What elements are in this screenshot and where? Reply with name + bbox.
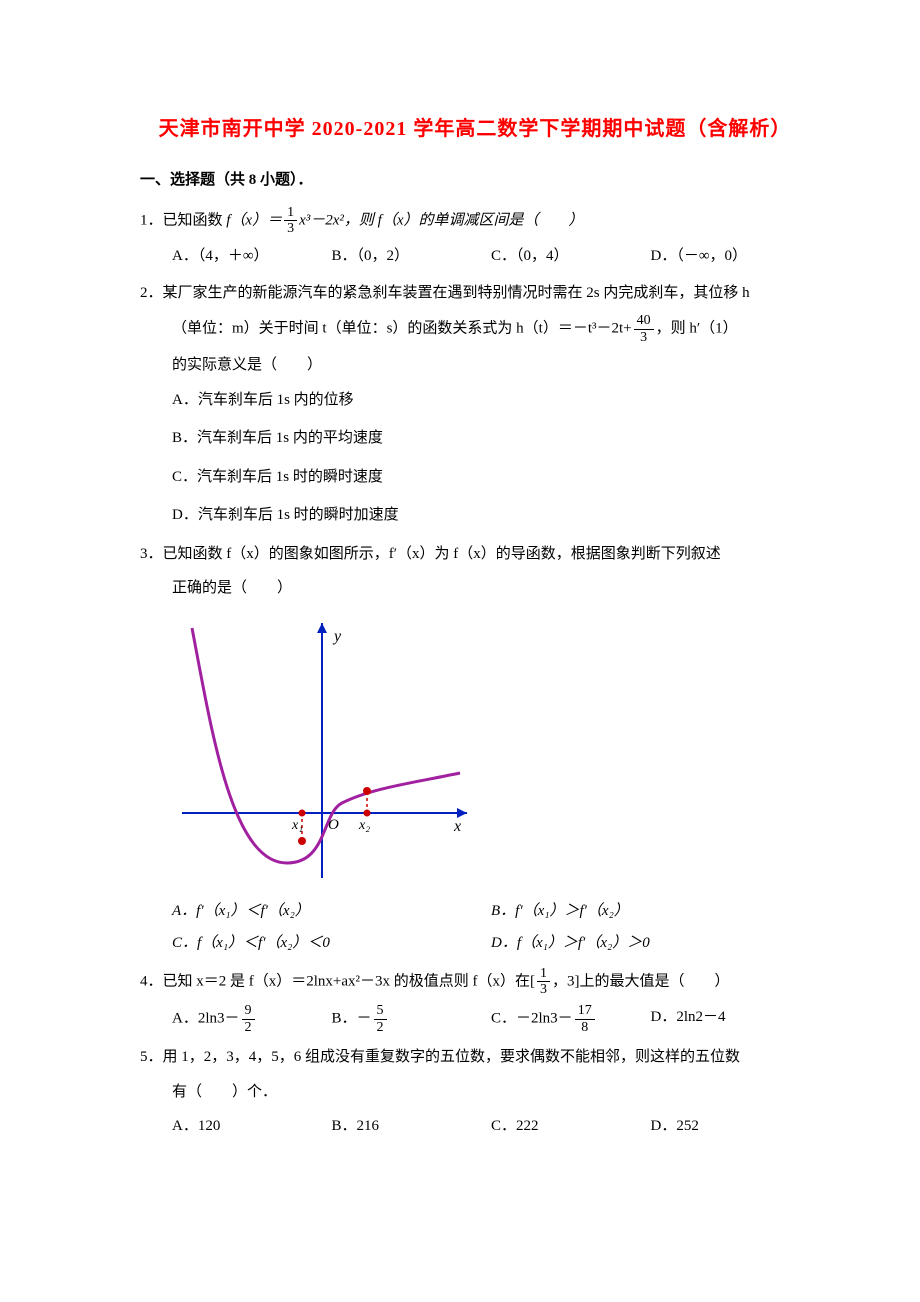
point-x2 [363,787,371,795]
q1-choices: A．（4，＋∞） B．（0，2） C．（0，4） D．（－∞，0） [140,242,810,271]
q2-line2a: （单位：m）关于时间 t（单位：s）的函数关系式为 h（t）＝－t³－2t+ [172,321,632,337]
q2-choice-c: C．汽车刹车后 1s 时的瞬时速度 [140,463,810,492]
q3-graph: y x O x₁ x₂ [140,613,810,883]
q4-b-num: 5 [374,1003,387,1019]
q1-stem: 1．已知函数 f（x）＝13x³－2x²，则 f（x）的单调减区间是（ ） [140,205,810,237]
q4-b-pre: B．－ [332,1011,372,1027]
question-3: 3．已知函数 f（x）的图象如图所示，f′（x）为 f（x）的导函数，根据图象判… [140,540,810,958]
q1-choice-a: A．（4，＋∞） [172,242,332,271]
q5-choice-d: D．252 [651,1112,811,1141]
q2-line3: 的实际意义是（ ） [140,351,810,380]
q1-frac-num: 1 [284,205,297,221]
q1-frac-den: 3 [284,221,297,236]
q1-frac: 13 [284,205,297,237]
q5-line2: 有（ ）个． [140,1078,810,1107]
q5-choice-b: B．216 [332,1112,492,1141]
q4-choice-d: D．2ln2－4 [651,1003,811,1035]
q3-choice-d: D．f（x₁）＞f′（x₂）＞0 [491,929,810,958]
y-label: y [332,628,342,645]
page-title: 天津市南开中学 2020-2021 学年高二数学下学期期中试题（含解析） [140,110,810,148]
q2-choice-a: A．汽车刹车后 1s 内的位移 [140,386,810,415]
q4-a-den: 2 [242,1020,255,1035]
q3-choice-b: B．f′（x₁）＞f′（x₂） [491,897,810,926]
q2-frac-num: 40 [634,313,654,329]
q2-choice-b: B．汽车刹车后 1s 内的平均速度 [140,424,810,453]
q5-choice-c: C．222 [491,1112,651,1141]
q4-c-den: 8 [575,1020,595,1035]
q4-b-den: 2 [374,1020,387,1035]
x-label: x [453,818,461,835]
q3-choice-c: C．f（x₁）＜f′（x₂）＜0 [172,929,491,958]
point-x1 [298,837,306,845]
q4-stem2: ，3]上的最大值是（ ） [552,973,730,989]
q4-stem1: 4．已知 x＝2 是 f（x）＝2lnx+ax²－3x 的极值点则 f（x）在[ [140,973,535,989]
question-4: 4．已知 x＝2 是 f（x）＝2lnx+ax²－3x 的极值点则 f（x）在[… [140,966,810,1036]
question-1: 1．已知函数 f（x）＝13x³－2x²，则 f（x）的单调减区间是（ ） A．… [140,205,810,271]
q1-choice-d: D．（－∞，0） [651,242,811,271]
q3-choices-row1: A．f′（x₁）＜f′（x₂） B．f′（x₁）＞f′（x₂） [140,897,810,926]
q4-frac1-den: 3 [537,982,550,997]
q2-frac: 403 [634,313,654,345]
q2-line1: 2．某厂家生产的新能源汽车的紧急刹车装置在遇到特别情况时需在 2s 内完成刹车，… [140,279,810,308]
q1-stem-a: 1．已知函数 [140,212,223,228]
function-graph: y x O x₁ x₂ [172,613,482,883]
q5-choices: A．120 B．216 C．222 D．252 [140,1112,810,1141]
q4-c-pre: C．－2ln3－ [491,1011,573,1027]
q3-choices-row2: C．f（x₁）＜f′（x₂）＜0 D．f（x₁）＞f′（x₂）＞0 [140,929,810,958]
q1-choice-b: B．（0，2） [332,242,492,271]
q1-choice-c: C．（0，4） [491,242,651,271]
q2-frac-den: 3 [634,330,654,345]
q4-choice-a: A．2ln3－92 [172,1003,332,1035]
section-header: 一、选择题（共 8 小题）． [140,166,810,195]
q2-line2: （单位：m）关于时间 t（单位：s）的函数关系式为 h（t）＝－t³－2t+40… [140,313,810,345]
point-x1-axis [299,809,306,816]
q5-line1: 5．用 1，2，3，4，5，6 组成没有重复数字的五位数，要求偶数不能相邻，则这… [140,1043,810,1072]
q4-frac1-num: 1 [537,966,550,982]
point-x2-axis [364,809,371,816]
q4-choice-c: C．－2ln3－178 [491,1003,651,1035]
q5-choice-a: A．120 [172,1112,332,1141]
q4-frac1: 13 [537,966,550,998]
x1-label: x₁ [291,818,303,833]
q3-line2: 正确的是（ ） [140,574,810,603]
q3-choice-a: A．f′（x₁）＜f′（x₂） [172,897,491,926]
q2-choice-d: D．汽车刹车后 1s 时的瞬时加速度 [140,501,810,530]
question-5: 5．用 1，2，3，4，5，6 组成没有重复数字的五位数，要求偶数不能相邻，则这… [140,1043,810,1141]
q4-c-num: 17 [575,1003,595,1019]
q1-stem-b: x³－2x²，则 f（x）的单调减区间是（ ） [299,212,583,228]
q4-choices: A．2ln3－92 B．－52 C．－2ln3－178 D．2ln2－4 [140,1003,810,1035]
curve [192,628,460,863]
q4-choice-b: B．－52 [332,1003,492,1035]
q4-c-frac: 178 [575,1003,595,1035]
q4-a-pre: A．2ln3－ [172,1011,240,1027]
q4-b-frac: 52 [374,1003,387,1035]
x2-label: x₂ [358,818,370,833]
q4-a-num: 9 [242,1003,255,1019]
q1-fx: f（x）＝ [226,212,282,228]
origin-label: O [328,817,339,833]
q4-a-frac: 92 [242,1003,255,1035]
x-axis-arrow [457,808,467,818]
q4-stem: 4．已知 x＝2 是 f（x）＝2lnx+ax²－3x 的极值点则 f（x）在[… [140,966,810,998]
question-2: 2．某厂家生产的新能源汽车的紧急刹车装置在遇到特别情况时需在 2s 内完成刹车，… [140,279,810,530]
y-axis-arrow [317,623,327,633]
q3-line1: 3．已知函数 f（x）的图象如图所示，f′（x）为 f（x）的导函数，根据图象判… [140,540,810,569]
q2-line2b: ，则 h′（1） [656,321,738,337]
